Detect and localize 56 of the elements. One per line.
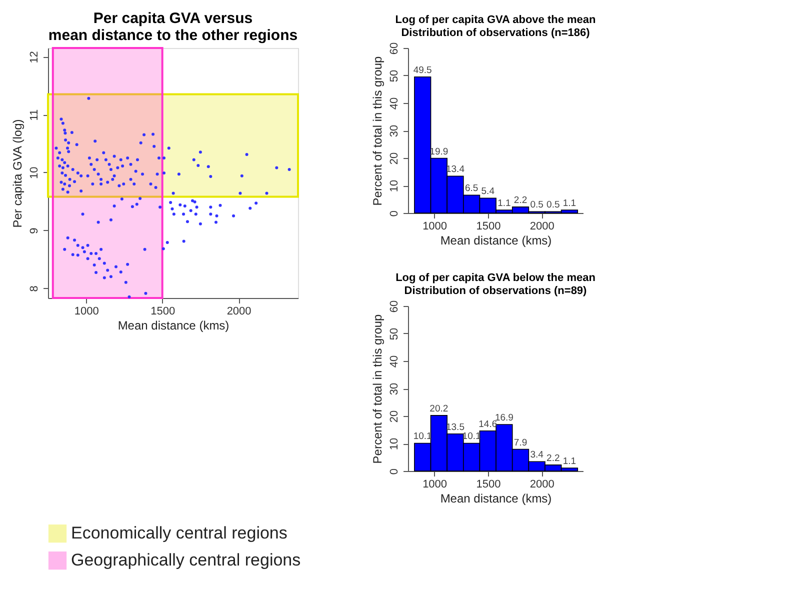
x-tick-label: 2000 [226,306,252,318]
y-tick-label: 60 [388,42,400,55]
data-label: 6.5 [464,183,478,194]
x-tick-label: 2000 [530,220,554,232]
data-label: 2.2 [546,452,560,464]
data-label: 14.6 [478,418,498,430]
y-axis-title: Percent of total in this group [370,56,384,206]
y-axis-title: Per capita GVA (log) [10,119,24,228]
text: Distribution of observations (n=89) [404,284,587,297]
x-axis-title: Mean distance (kms) [118,318,230,332]
x-tick-label: 1000 [74,306,99,318]
y-tick-label: 30 [388,124,400,138]
x-tick-label: 1500 [476,478,501,490]
y-tick-label: 50 [388,328,400,340]
y-tick-label: 20 [388,152,400,165]
data-label: 1.1 [498,198,511,209]
y-tick-label: 40 [388,97,400,110]
y-tick-label: 40 [388,355,400,368]
text: Per capita GVA versus [93,10,253,27]
y-tick-label: 30 [388,382,400,396]
y-tick-label: 0 [388,210,400,217]
data-label: 1.1 [562,456,576,467]
y-tick-label: 9 [28,228,40,234]
y-tick-label: 0 [388,468,400,475]
data-label: 20.2 [430,403,448,414]
y-tick-label: 12 [28,51,40,64]
x-axis-title: Mean distance (kms) [440,492,552,506]
text: Log of per capita GVA above the mean [395,14,596,26]
data-label: 5.4 [481,186,494,198]
y-tick-label: 8 [28,286,40,292]
legend-label: Economically central regions [71,524,288,542]
data-label: 7.9 [514,437,528,448]
data-label: 0.5 [546,200,560,211]
data-label: 49.5 [413,64,432,76]
y-tick-label: 11 [28,109,40,121]
y-tick-label: 10 [28,166,40,180]
y-tick-label: 20 [388,410,400,423]
text: Distribution of observations (n=186) [401,26,590,39]
data-label: 3.4 [530,450,544,461]
text: Log of per capita GVA below the mean [396,272,596,284]
x-tick-label: 1500 [150,306,176,318]
x-tick-label: 1000 [422,220,448,232]
y-axis-title: Percent of total in this group [370,314,384,464]
x-tick-label: 1500 [476,220,501,232]
data-label: 0.5 [530,200,544,211]
y-tick-label: 50 [388,70,400,82]
x-axis-title: Mean distance (kms) [440,234,552,248]
y-tick-label: 60 [388,300,400,313]
y-tick-label: 10 [388,180,400,192]
y-tick-label: 10 [388,438,400,450]
legend-label: Geographically central regions [71,550,301,570]
data-label: 1.1 [562,198,576,209]
x-tick-label: 1000 [422,478,448,490]
text: mean distance to the other regions [48,27,298,44]
x-tick-label: 2000 [530,478,554,490]
data-label: 2.2 [514,194,528,206]
